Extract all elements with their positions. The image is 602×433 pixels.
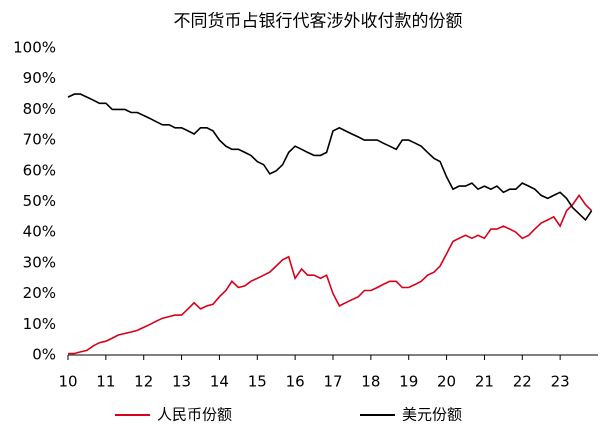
x-tick-label: 12 <box>134 373 153 391</box>
x-tick-label: 15 <box>248 373 267 391</box>
y-tick-label: 0% <box>32 346 56 364</box>
y-tick-label: 80% <box>23 100 56 118</box>
legend-label: 人民币份额 <box>157 406 232 424</box>
x-tick-label: 19 <box>399 373 418 391</box>
x-tick-label: 13 <box>172 373 191 391</box>
chart-title: 不同货币占银行代客涉外收付款的份额 <box>174 12 463 32</box>
y-tick-label: 50% <box>23 192 56 210</box>
y-tick-label: 90% <box>23 69 56 87</box>
x-tick-label: 16 <box>286 373 305 391</box>
y-tick-label: 10% <box>23 315 56 333</box>
x-tick-label: 18 <box>361 373 380 391</box>
y-tick-label: 60% <box>23 161 56 179</box>
y-tick-label: 20% <box>23 284 56 302</box>
line-series <box>68 194 593 355</box>
y-tick-label: 40% <box>23 223 56 241</box>
legend-label: 美元份额 <box>402 406 462 424</box>
line-series <box>67 93 593 222</box>
x-tick-label: 11 <box>96 373 115 391</box>
y-tick-label: 100% <box>13 39 56 57</box>
x-tick-label: 17 <box>323 373 342 391</box>
x-tick-label: 22 <box>513 373 532 391</box>
y-tick-label: 70% <box>23 131 56 149</box>
x-tick-label: 21 <box>475 373 494 391</box>
x-tick-label: 23 <box>551 373 570 391</box>
y-tick-label: 30% <box>23 253 56 271</box>
x-tick-label: 20 <box>437 373 456 391</box>
x-tick-label: 14 <box>210 373 229 391</box>
x-tick-label: 10 <box>58 373 77 391</box>
